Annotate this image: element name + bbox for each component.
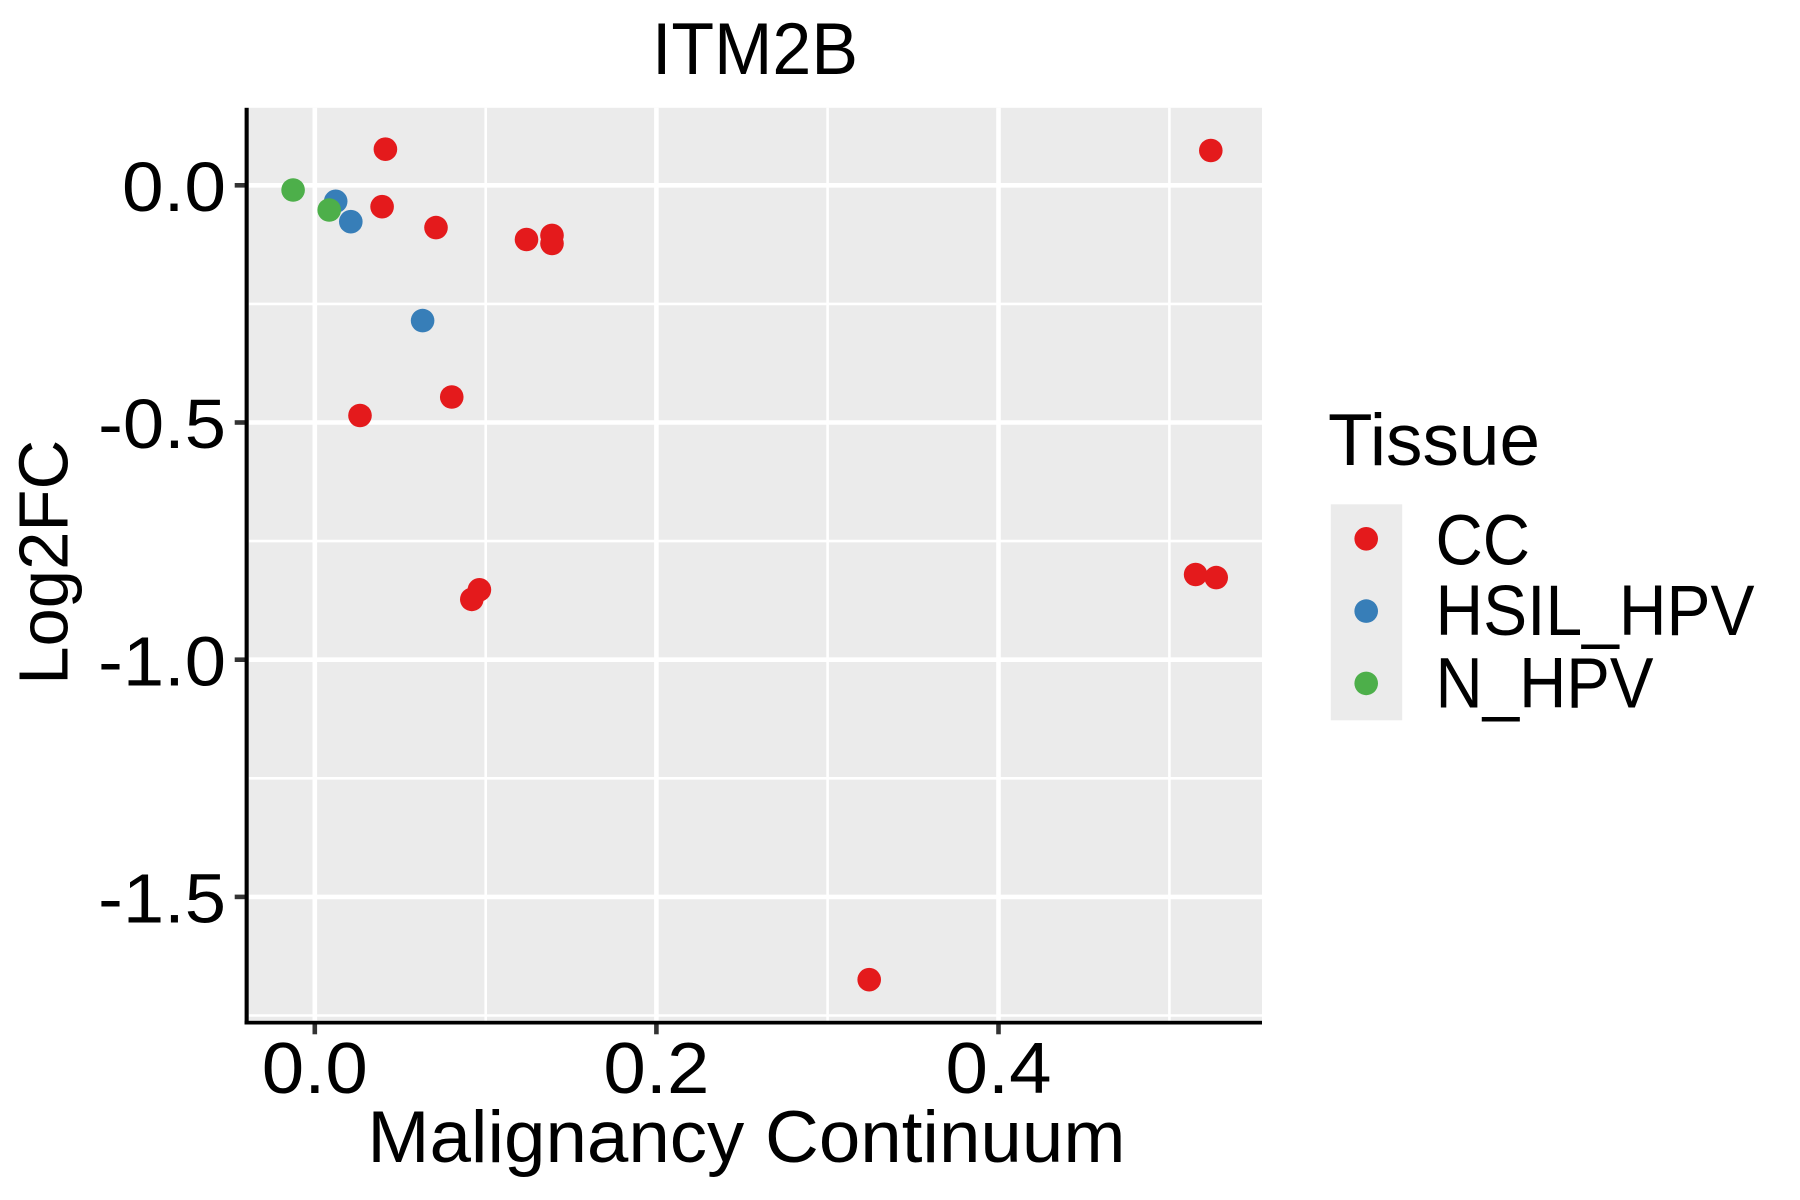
svg-text:0.2: 0.2 (603, 1029, 709, 1109)
svg-text:Malignancy Continuum: Malignancy Continuum (367, 1097, 1125, 1178)
svg-text:-0.5: -0.5 (98, 385, 226, 463)
svg-text:-1.0: -1.0 (98, 622, 226, 700)
svg-text:0.0: 0.0 (122, 148, 226, 226)
svg-text:Tissue: Tissue (1328, 400, 1540, 481)
svg-text:0.4: 0.4 (946, 1029, 1052, 1109)
svg-text:0.0: 0.0 (262, 1029, 368, 1109)
svg-text:-1.5: -1.5 (98, 860, 226, 938)
svg-text:CC: CC (1436, 501, 1531, 580)
svg-text:HSIL_HPV: HSIL_HPV (1436, 572, 1756, 651)
svg-text:ITM2B: ITM2B (652, 9, 858, 90)
svg-text:N_HPV: N_HPV (1436, 644, 1655, 723)
svg-text:Log2FC: Log2FC (5, 440, 83, 685)
